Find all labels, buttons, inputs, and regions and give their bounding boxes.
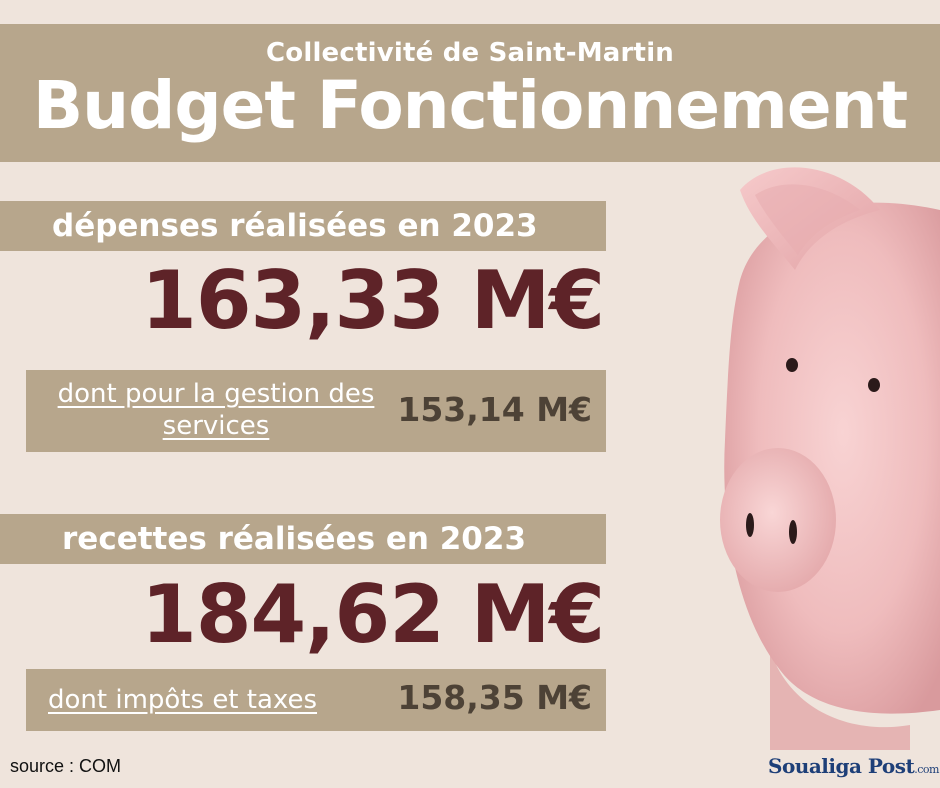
expenses-detail-box: dont pour la gestion des services 153,14… (26, 370, 606, 452)
logo-suffix: .com (914, 763, 939, 776)
expenses-total: 163,33 M€ (141, 254, 605, 347)
source-note: source : COM (10, 756, 122, 776)
expenses-detail-label: dont pour la gestion des services (57, 379, 375, 441)
revenue-detail-value: 158,35 M€ (397, 678, 592, 717)
revenue-heading: recettes réalisées en 2023 (62, 521, 527, 557)
expenses-detail-value: 153,14 M€ (397, 390, 592, 429)
expenses-heading: dépenses réalisées en 2023 (52, 208, 538, 244)
logo-name: Soualiga Post (768, 754, 915, 778)
header-title: Budget Fonctionnement (32, 67, 908, 144)
revenue-heading-band: recettes réalisées en 2023 (0, 514, 606, 564)
expenses-heading-band: dépenses réalisées en 2023 (0, 201, 606, 251)
publisher-logo: Soualiga Post.com (768, 754, 939, 778)
piggy-bank-icon (720, 167, 940, 750)
header-subtitle: Collectivité de Saint-Martin (265, 38, 675, 68)
header-banner: Collectivité de Saint-Martin Budget Fonc… (0, 24, 940, 162)
revenue-detail-label: dont impôts et taxes (48, 685, 318, 715)
revenue-total: 184,62 M€ (141, 568, 605, 661)
revenue-detail-box: dont impôts et taxes 158,35 M€ (26, 669, 606, 731)
